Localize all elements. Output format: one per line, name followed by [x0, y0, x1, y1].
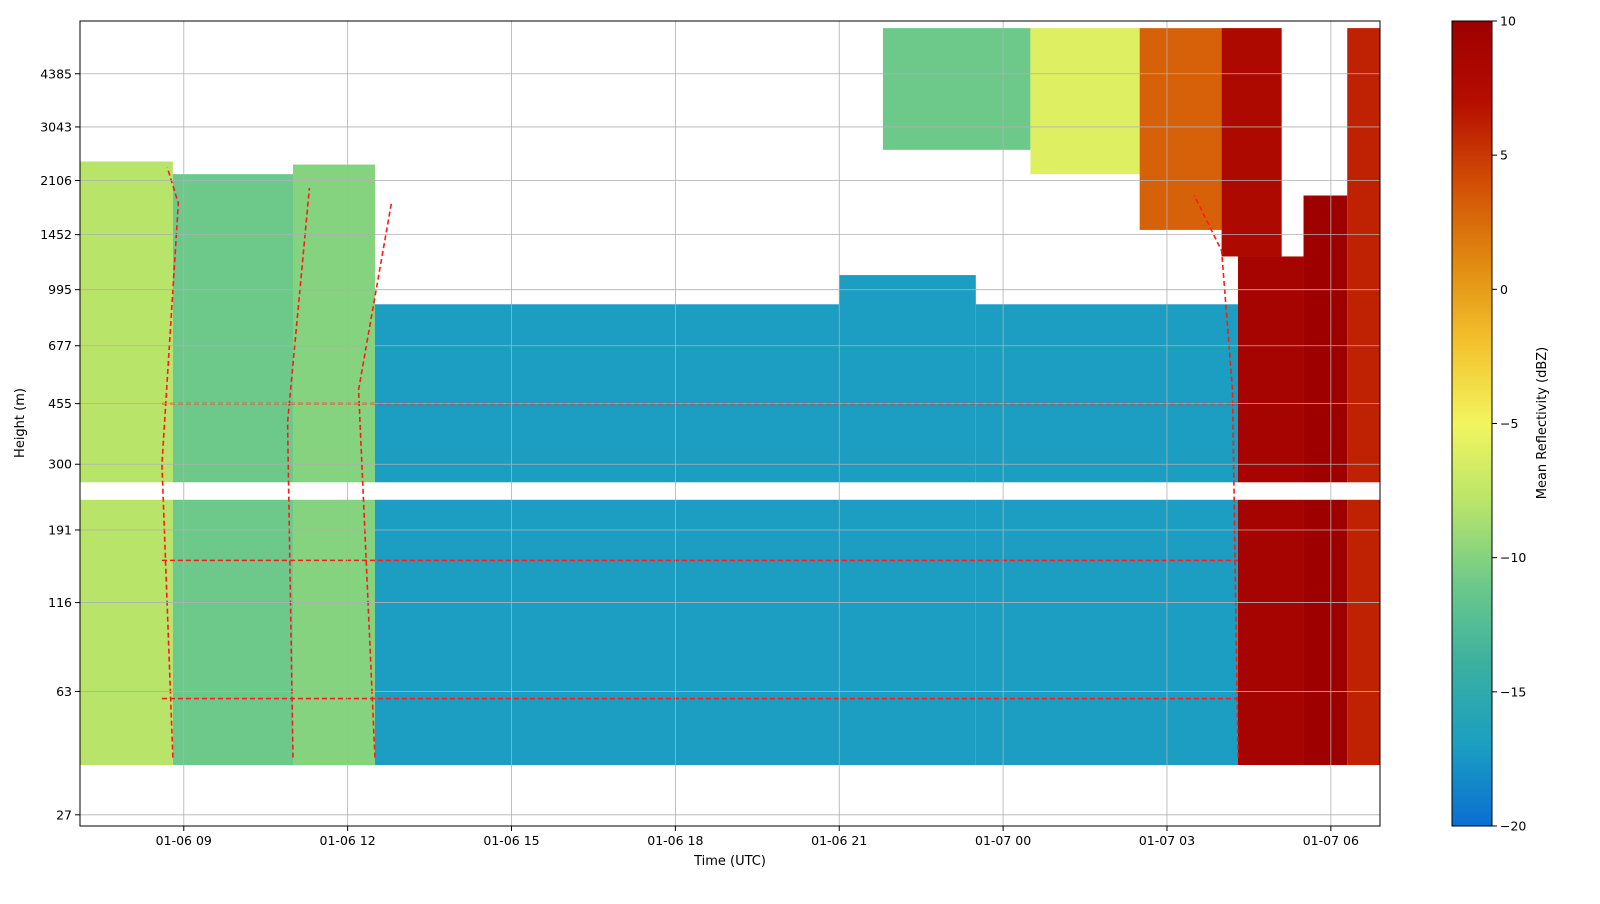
heatmap-region — [1139, 28, 1222, 230]
x-tick-label: 01-07 03 — [1139, 833, 1195, 848]
y-tick-label: 27 — [56, 807, 72, 822]
y-tick-label: 455 — [48, 396, 72, 411]
colorbar-tick-label: −20 — [1500, 819, 1526, 834]
y-tick-label: 63 — [56, 684, 72, 699]
grid-lines — [80, 21, 1380, 826]
plot-frame — [79, 20, 1381, 827]
colorbar-tick-label: −5 — [1500, 416, 1518, 431]
contour-line — [357, 203, 393, 758]
gap-band — [80, 482, 1380, 500]
heatmap-region — [172, 174, 294, 766]
y-tick-label: 116 — [48, 595, 72, 610]
heatmap-region — [80, 161, 173, 766]
colorbar-label: Mean Reflectivity (dBZ) — [1535, 347, 1550, 500]
heatmap-cells — [80, 28, 1380, 766]
x-tick-label: 01-07 00 — [975, 833, 1031, 848]
y-tick-label: 2106 — [40, 173, 72, 188]
colorbar-tick-label: 0 — [1500, 282, 1508, 297]
x-axis-label: Time (UTC) — [693, 854, 766, 869]
colorbar-tick-label: −10 — [1500, 550, 1526, 565]
heatmap-gap-bands — [80, 482, 1380, 500]
colorbar-tick-label: 10 — [1500, 14, 1516, 29]
x-tick-label: 01-06 21 — [811, 833, 867, 848]
contour-line — [1193, 195, 1239, 758]
x-tick-label: 01-07 06 — [1303, 833, 1359, 848]
x-axis-ticks: 01-06 09 01-06 12 01-06 15 01-06 18 01-06 21… — [156, 826, 1359, 848]
colorbar-ticks: −20 −15 −10 −5 0 5 10 — [1492, 14, 1526, 834]
heatmap-region — [1030, 28, 1140, 175]
heatmap-region — [1303, 195, 1348, 766]
heatmap-region — [1347, 28, 1380, 766]
heatmap-region — [839, 275, 976, 766]
heatmap-region — [374, 304, 840, 766]
y-tick-label: 677 — [48, 338, 72, 353]
y-tick-label: 3043 — [40, 119, 72, 134]
contour-line — [161, 167, 180, 758]
colorbar — [1451, 20, 1493, 827]
colorbar-tick-label: −15 — [1500, 684, 1526, 699]
colorbar-tick-label: 5 — [1500, 148, 1508, 163]
heatmap-region — [293, 164, 375, 766]
contour-line — [286, 187, 311, 758]
y-tick-label: 4385 — [40, 66, 72, 81]
heatmap-region — [882, 28, 1031, 150]
y-tick-label: 300 — [48, 457, 72, 472]
x-tick-label: 01-06 18 — [647, 833, 703, 848]
y-axis-ticks: 27 63 116 191 300 455 677 995 1452 2106 3043 4385 — [40, 66, 80, 822]
heatmap-region — [1221, 28, 1282, 257]
y-tick-label: 191 — [48, 522, 72, 537]
x-tick-label: 01-06 12 — [320, 833, 376, 848]
x-tick-label: 01-06 15 — [483, 833, 539, 848]
heatmap-region — [1237, 256, 1304, 766]
heatmap-region — [975, 304, 1238, 766]
x-tick-label: 01-06 09 — [156, 833, 212, 848]
y-tick-label: 995 — [48, 282, 72, 297]
y-tick-label: 1452 — [40, 227, 72, 242]
y-axis-label: Height (m) — [13, 388, 28, 458]
